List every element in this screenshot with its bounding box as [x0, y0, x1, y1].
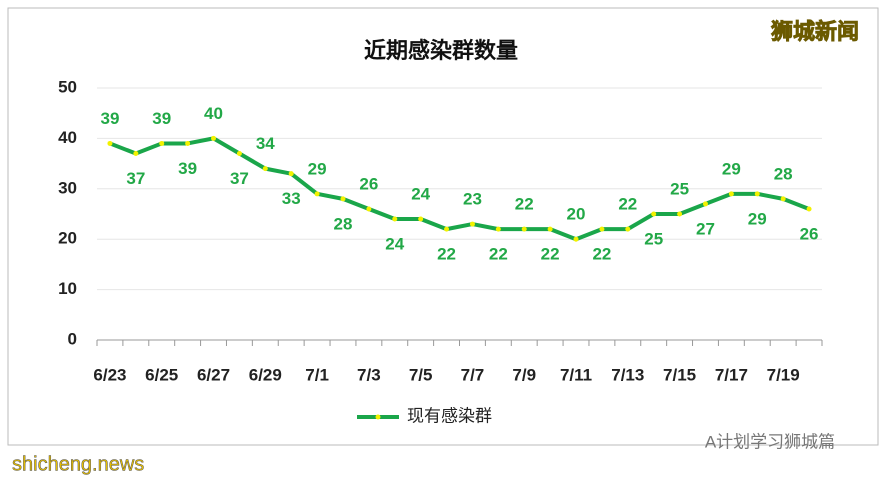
value-label: 33	[282, 189, 301, 208]
value-label: 28	[774, 164, 793, 183]
value-label: 39	[178, 159, 197, 178]
point	[573, 236, 579, 242]
value-label: 39	[152, 109, 171, 128]
x-tick-label: 6/25	[145, 365, 178, 384]
value-label: 24	[411, 185, 430, 204]
value-label: 37	[126, 169, 145, 188]
value-label: 34	[256, 134, 275, 153]
point	[262, 166, 268, 172]
point	[651, 211, 657, 217]
point	[340, 196, 346, 202]
point	[547, 226, 553, 232]
point	[780, 196, 786, 202]
point	[314, 191, 320, 197]
watermark: shicheng.news	[12, 453, 144, 475]
point	[236, 151, 242, 157]
value-label: 20	[567, 205, 586, 224]
y-tick-label: 40	[58, 128, 77, 147]
value-label: 39	[100, 109, 119, 128]
point	[599, 226, 605, 232]
value-label: 27	[696, 219, 715, 238]
point	[392, 216, 398, 222]
x-tick-label: 7/7	[461, 365, 485, 384]
point	[625, 226, 631, 232]
point	[469, 221, 475, 227]
x-tick-label: 7/9	[512, 365, 536, 384]
value-label: 26	[800, 224, 819, 243]
x-tick-label: 6/23	[93, 365, 126, 384]
x-tick-label: 7/13	[611, 365, 644, 384]
point	[159, 140, 165, 146]
y-tick-label: 10	[58, 279, 77, 298]
value-label: 24	[385, 235, 404, 254]
value-label: 22	[515, 195, 534, 214]
point	[806, 206, 812, 212]
chart-title: 近期感染群数量	[364, 38, 518, 63]
series-line	[109, 136, 810, 242]
legend-label: 现有感染群	[407, 406, 492, 425]
point	[418, 216, 424, 222]
point	[521, 226, 527, 232]
point	[677, 211, 683, 217]
value-label: 22	[437, 245, 456, 264]
point	[288, 171, 294, 177]
value-label: 29	[722, 159, 741, 178]
value-label: 29	[308, 159, 327, 178]
point	[185, 140, 191, 146]
point	[728, 191, 734, 197]
x-tick-label: 7/11	[560, 365, 592, 384]
point	[211, 135, 217, 141]
point	[133, 151, 139, 157]
y-tick-label: 50	[58, 77, 77, 96]
value-label: 29	[748, 209, 767, 228]
watermark: 狮城新闻	[771, 19, 859, 44]
value-label: 37	[230, 169, 249, 188]
watermark: A计划学习狮城篇	[705, 432, 835, 451]
x-tick-label: 6/29	[249, 365, 282, 384]
value-label: 26	[359, 174, 378, 193]
x-tick-label: 7/15	[663, 365, 696, 384]
x-tick-label: 7/5	[409, 365, 433, 384]
point	[495, 226, 501, 232]
point	[754, 191, 760, 197]
point	[444, 226, 450, 232]
x-tick-label: 7/1	[305, 365, 329, 384]
y-tick-label: 20	[58, 229, 77, 248]
value-label: 22	[541, 245, 560, 264]
legend-marker	[375, 414, 381, 420]
y-tick-label: 30	[58, 178, 77, 197]
value-label: 25	[670, 179, 689, 198]
value-label: 28	[334, 214, 353, 233]
point	[702, 201, 708, 207]
x-tick-label: 7/17	[715, 365, 748, 384]
x-tick-label: 7/3	[357, 365, 381, 384]
value-label: 22	[618, 195, 637, 214]
point	[107, 140, 113, 146]
value-label: 25	[644, 229, 663, 248]
x-tick-label: 6/27	[197, 365, 230, 384]
value-label: 22	[592, 245, 611, 264]
x-tick-label: 7/19	[767, 365, 800, 384]
value-label: 23	[463, 190, 482, 209]
y-tick-label: 0	[68, 329, 77, 348]
value-label: 22	[489, 245, 508, 264]
point	[366, 206, 372, 212]
value-label: 40	[204, 104, 223, 123]
